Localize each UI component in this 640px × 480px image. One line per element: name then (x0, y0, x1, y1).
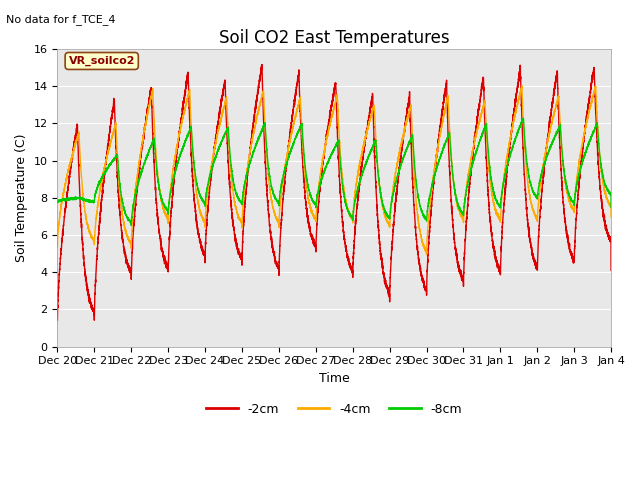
-4cm (54, 244, 61, 250)
X-axis label: Time: Time (319, 372, 349, 385)
Line: -4cm: -4cm (58, 85, 611, 255)
-8cm (474, 144, 482, 149)
-2cm (242, 192, 250, 198)
-4cm (518, 83, 525, 88)
-8cm (127, 223, 135, 228)
-4cm (458, 215, 466, 220)
-2cm (90, 317, 98, 323)
-8cm (54, 200, 61, 205)
-2cm (316, 186, 323, 192)
-4cm (584, 115, 592, 120)
Line: -2cm: -2cm (58, 64, 611, 320)
Text: No data for f_TCE_4: No data for f_TCE_4 (6, 14, 116, 25)
Text: VR_soilco2: VR_soilco2 (68, 56, 135, 66)
-4cm (316, 179, 323, 184)
-2cm (584, 105, 592, 110)
Line: -8cm: -8cm (58, 118, 611, 226)
-8cm (458, 210, 466, 216)
Title: Soil CO2 East Temperatures: Soil CO2 East Temperatures (219, 29, 449, 48)
-2cm (607, 267, 615, 273)
-8cm (242, 177, 250, 183)
-8cm (607, 204, 615, 210)
-2cm (458, 275, 466, 280)
-2cm (258, 61, 266, 67)
-4cm (242, 179, 250, 185)
Legend: -2cm, -4cm, -8cm: -2cm, -4cm, -8cm (202, 397, 467, 420)
-2cm (474, 111, 482, 117)
-2cm (577, 163, 585, 169)
-8cm (316, 182, 323, 188)
Y-axis label: Soil Temperature (C): Soil Temperature (C) (15, 133, 28, 262)
-8cm (577, 164, 585, 169)
-4cm (474, 125, 482, 131)
-8cm (584, 143, 592, 148)
-8cm (520, 115, 527, 121)
-4cm (577, 147, 585, 153)
-4cm (423, 252, 431, 258)
-2cm (54, 317, 61, 323)
-4cm (607, 214, 615, 220)
